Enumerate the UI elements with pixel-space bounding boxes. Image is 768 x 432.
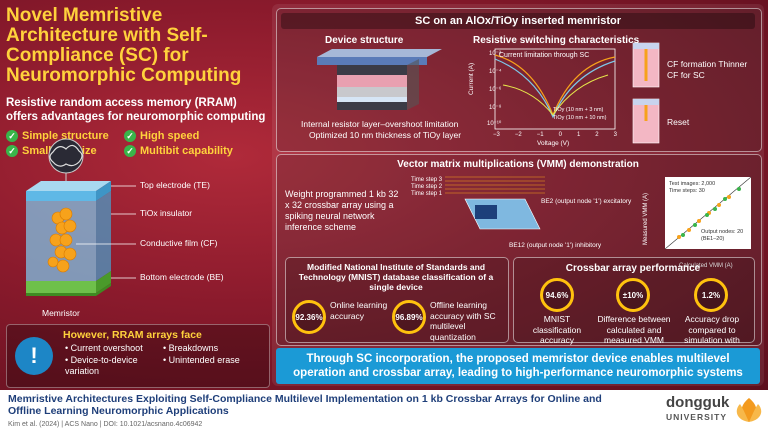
- label-conductive-film: Conductive film (CF): [140, 238, 218, 248]
- vmm-diff-ring: ±10%: [616, 278, 650, 312]
- conclusion-banner: Through SC incorporation, the proposed m…: [276, 348, 760, 384]
- logo-sub: UNIVERSITY: [666, 412, 728, 422]
- offline-accuracy-ring: 96.89%: [392, 300, 426, 334]
- x-tick: 2: [595, 132, 599, 138]
- y-tick: 10⁻⁶: [489, 87, 502, 93]
- x-tick: −2: [514, 132, 522, 138]
- feature-item: ✓ Multibit capability: [124, 145, 254, 157]
- memristor-svg: [26, 138, 136, 296]
- x-tick: −3: [493, 132, 500, 138]
- legend-1: TiOy (10 nm + 3 nm): [553, 107, 604, 113]
- time-step-label: Time step 1: [411, 191, 443, 197]
- feature-item: ✓ High speed: [124, 130, 254, 142]
- y-tick: 10⁻¹⁰: [487, 121, 502, 127]
- lotus-logo-icon: [736, 398, 762, 422]
- challenge-item: • Breakdowns: [163, 343, 219, 353]
- crossbar-title: Crossbar array performance: [565, 263, 701, 274]
- y-axis-label: Current (A): [468, 62, 475, 95]
- x-tick: 0: [558, 132, 562, 138]
- mnist-box: Modified National Institute of Standards…: [285, 257, 509, 343]
- memristor-illustration: Top electrode (TE) TiOx insulator Conduc…: [6, 136, 268, 326]
- subtitle: Resistive random access memory (RRAM) of…: [6, 97, 266, 123]
- sc-memristor-box: SC on an AlOx/TiOy inserted memristor De…: [276, 8, 762, 152]
- x-tick: 1: [576, 132, 581, 138]
- vmm-title: Vector matrix multiplications (VMM) demo…: [397, 159, 639, 170]
- time-step-label: Time step 2: [411, 184, 443, 190]
- challenge-item: • Current overshoot: [65, 343, 143, 353]
- left-column: Novel Memristive Architecture with Self-…: [6, 5, 270, 388]
- scatter-note-3: Output nodes: 20 (BE1–20): [701, 229, 744, 242]
- accuracy-drop-ring: 1.2%: [694, 278, 728, 312]
- y-tick: 10⁻²: [489, 51, 501, 57]
- iv-inset-label: Current limitation through SC: [499, 52, 590, 59]
- crossbar-array-svg: [445, 176, 545, 230]
- mnist-title: Modified National Institute of Standards…: [298, 262, 494, 292]
- challenges-list: • Current overshoot • Breakdowns • Devic…: [65, 343, 263, 377]
- iv-curve-chart: [494, 48, 616, 130]
- mnist-array-ring: 94.6%: [540, 278, 574, 312]
- cf-formation-label: CF formation Thinner CF for SC: [667, 59, 748, 80]
- challenge-item: • Device-to-device variation: [65, 355, 138, 376]
- footer: Memristive Architectures Exploiting Self…: [0, 390, 768, 432]
- cf-schematic-svg: [632, 42, 660, 144]
- be2-label: BE2 (output node '1') excitatory: [541, 198, 632, 205]
- time-step-label: Time step 3: [411, 177, 443, 183]
- scatter-note-2: Time steps: 30: [669, 188, 705, 194]
- results-panel: SC on an AlOx/TiOy inserted memristor De…: [272, 4, 764, 386]
- gear-warning-icon: !: [15, 337, 53, 375]
- vmm-scatter-chart: [664, 176, 752, 250]
- main-title: Novel Memristive Architecture with Self-…: [6, 5, 242, 86]
- x-ticks: −3 −2 −1 0 1 2 3: [493, 130, 617, 141]
- feature-item: ✓ Simple structure: [6, 130, 124, 142]
- legend-2: TiOy (10 nm + 10 nm): [553, 115, 607, 121]
- sc-header: SC on an AlOx/TiOy inserted memristor: [415, 15, 621, 27]
- check-icon: ✓: [6, 130, 18, 142]
- x-axis-label: Voltage (V): [537, 140, 570, 147]
- y-tick: 10⁻⁸: [489, 105, 502, 111]
- logo-main: dongguk: [666, 394, 730, 411]
- reset-label: Reset: [667, 117, 690, 127]
- online-accuracy-label: Online learning accuracy: [330, 300, 388, 321]
- scatter-xlabel: Calculated VMM (A): [679, 263, 733, 269]
- x-tick: 3: [613, 132, 617, 138]
- poster: Novel Memristive Architecture with Self-…: [0, 0, 768, 390]
- vmm-box: Vector matrix multiplications (VMM) demo…: [276, 154, 762, 356]
- label-memristor: Memristor: [42, 308, 80, 318]
- label-top-electrode: Top electrode (TE): [140, 180, 210, 190]
- vmm-diff-label: Difference between calculated and measur…: [597, 314, 671, 345]
- scatter-note-1: Test images: 2,000: [669, 181, 716, 187]
- sc-header-bar: [281, 13, 755, 29]
- check-icon: ✓: [6, 145, 18, 157]
- be12-label: BE12 (output node '1') inhibitory: [509, 242, 602, 249]
- label-insulator: TiOx insulator: [140, 208, 193, 218]
- x-tick: −1: [536, 132, 544, 138]
- switching-title: Resistive switching characteristics: [473, 35, 640, 46]
- crossbar-box: Crossbar array performance 94.6% MNIST c…: [513, 257, 755, 356]
- check-icon: ✓: [124, 130, 136, 142]
- check-icon: ✓: [124, 145, 136, 157]
- y-tick: 10⁻⁴: [489, 69, 502, 75]
- paper-title: Memristive Architectures Exploiting Self…: [8, 393, 602, 417]
- label-bottom-electrode: Bottom electrode (BE): [140, 272, 224, 282]
- vmm-description: Weight programmed 1 kb 32 x 32 crossbar …: [285, 189, 399, 232]
- challenge-item: • Unintended erase: [163, 355, 240, 365]
- mnist-array-label: MNIST classification accuracy: [532, 314, 582, 345]
- device-caption-1: Internal resistor layer–overshoot limita…: [301, 119, 459, 129]
- offline-accuracy-label: Offline learning accuracy with SC multil…: [430, 300, 496, 342]
- device-structure-title: Device structure: [325, 35, 404, 46]
- university-logo: dongguk UNIVERSITY: [666, 394, 730, 424]
- challenges-box: ! However, RRAM arrays face • Current ov…: [6, 324, 270, 388]
- brain-icon: [48, 138, 84, 184]
- paper-citation: Kim et al. (2024) | ACS Nano | DOI: 10.1…: [8, 421, 203, 428]
- conductive-filament-icon: [47, 207, 77, 273]
- scatter-ylabel: Measured VMM (A): [643, 192, 649, 245]
- online-accuracy-ring: 92.36%: [292, 300, 326, 334]
- challenges-title: However, RRAM arrays face: [63, 329, 202, 341]
- device-structure-svg: [317, 49, 442, 110]
- device-caption-2: Optimized 10 nm thickness of TiOy layer: [309, 130, 462, 140]
